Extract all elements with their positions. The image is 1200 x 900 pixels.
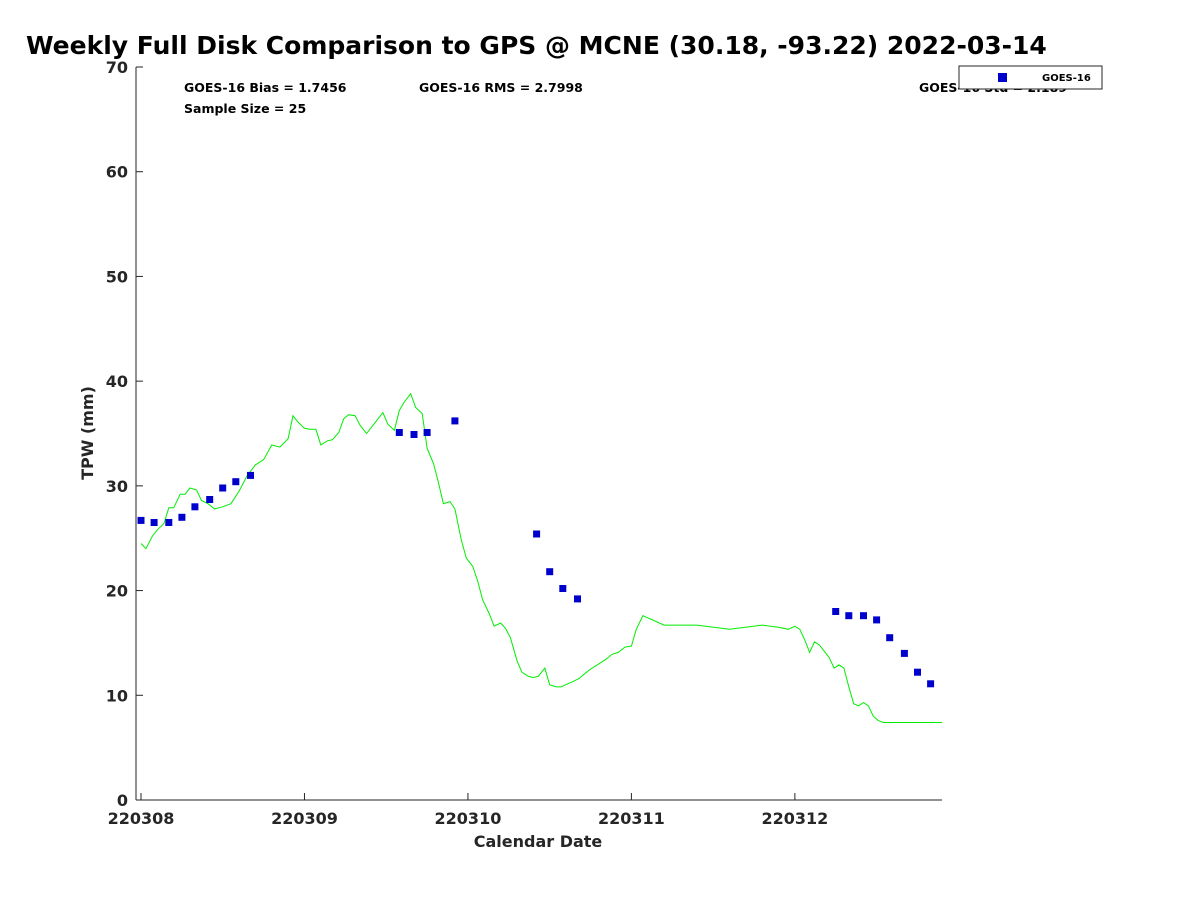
goes16-point (451, 417, 459, 425)
y-tick-label: 30 (106, 477, 128, 496)
goes16-point (395, 429, 403, 436)
goes16-point (873, 616, 881, 624)
x-tick-label: 220310 (435, 809, 502, 828)
y-axis-ticks: 0 10 20 30 40 50 60 70 (106, 58, 143, 810)
goes16-point (165, 519, 173, 526)
y-tick-label: 10 (106, 686, 128, 705)
x-tick-label: 220311 (598, 809, 665, 828)
goes16-point (150, 519, 158, 526)
goes16-point (886, 634, 894, 642)
y-tick-label: 40 (106, 372, 128, 391)
x-tick-label: 220309 (271, 809, 338, 828)
y-tick-label: 70 (106, 58, 128, 77)
goes16-point (191, 503, 199, 511)
legend-label-goes16: GOES-16 (1042, 73, 1091, 84)
goes16-point (860, 612, 867, 620)
goes16-point (927, 680, 935, 688)
legend-box (958, 65, 1103, 90)
goes16-point (137, 516, 145, 524)
x-tick-label: 220312 (761, 809, 828, 828)
y-tick-label: 60 (106, 163, 128, 182)
goes16-point (914, 668, 921, 676)
goes16-point (900, 649, 908, 657)
x-tick-label: 220308 (108, 809, 175, 828)
y-axis-label: TPW (mm) (78, 386, 97, 480)
goes16-point (546, 568, 554, 576)
goes16-point (574, 595, 581, 603)
y-tick-label: 50 (106, 267, 128, 286)
goes16-scatter-series (137, 417, 935, 688)
goes16-point (178, 513, 186, 521)
goes16-point (423, 429, 431, 436)
y-tick-label: 0 (117, 791, 128, 810)
goes16-point (533, 530, 541, 538)
goes16-point (832, 608, 840, 615)
legend-marker-goes16 (998, 73, 1007, 82)
rms-stat: GOES-16 RMS = 2.7998 (419, 80, 583, 95)
goes16-point (247, 471, 254, 479)
goes16-point (232, 478, 240, 486)
goes16-point (559, 585, 567, 592)
legend: GOES-16 (958, 65, 1103, 90)
x-axis-ticks: 220308 220309 220310 220311 220312 (108, 793, 828, 828)
gps-line (140, 392, 942, 723)
chart-title: Weekly Full Disk Comparison to GPS @ MCN… (26, 31, 1047, 60)
bias-stat: GOES-16 Bias = 1.7456 (184, 80, 347, 95)
y-tick-label: 20 (106, 582, 128, 601)
x-axis-label: Calendar Date (474, 832, 603, 851)
goes16-point (410, 431, 418, 438)
goes16-point (845, 612, 853, 620)
gps-line-series (140, 392, 942, 723)
sample-size-stat: Sample Size = 25 (184, 101, 306, 116)
goes16-point (206, 496, 214, 503)
goes16-point (219, 484, 227, 492)
